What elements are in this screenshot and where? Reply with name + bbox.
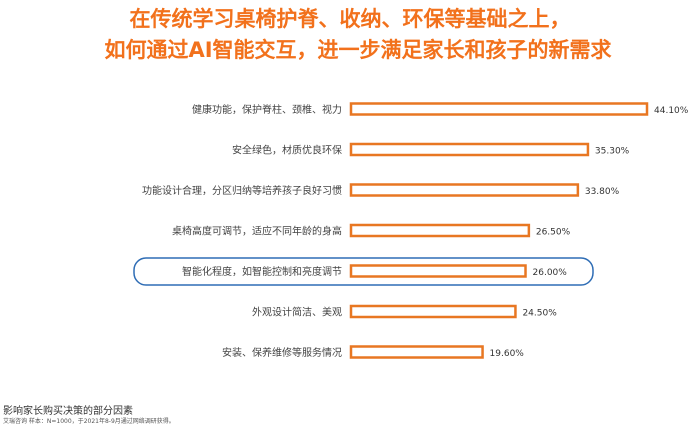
- chart-title-line-1: 在传统学习桌椅护脊、收纳、环保等基础之上，: [129, 7, 571, 31]
- bar-chart: 健康功能，保护脊柱、颈椎、视力 44.10% 安全绿色，材质优良环保 35.30% 功能…: [133, 102, 689, 359]
- bar: [349, 183, 580, 197]
- source-note: 艾瑞咨询 样本：N=1000，于2021年8-9月通过网络调研获得。: [3, 418, 175, 425]
- data-label: 26.50%: [536, 228, 571, 238]
- data-label: 33.80%: [585, 187, 620, 197]
- category-label: 智能化程度，如智能控制和亮度调节: [182, 265, 342, 278]
- highlight-box: [133, 257, 594, 286]
- bar: [349, 264, 527, 278]
- category-label: 桌椅高度可调节，适应不同年龄的身高: [172, 225, 342, 238]
- bar: [349, 102, 649, 116]
- category-label: 健康功能，保护脊柱、颈椎、视力: [192, 103, 342, 116]
- bar: [349, 223, 531, 238]
- chart-caption: 影响家长购买决策的部分因素: [3, 406, 133, 417]
- category-label: 外观设计简洁、美观: [252, 306, 342, 319]
- data-label: 26.00%: [533, 268, 568, 278]
- data-label: 24.50%: [522, 309, 557, 319]
- bar: [349, 345, 484, 359]
- category-label: 功能设计合理，分区归纳等培养孩子良好习惯: [142, 184, 342, 197]
- category-label: 安装、保养维修等服务情况: [222, 346, 342, 359]
- data-label: 44.10%: [654, 106, 689, 116]
- data-label: 19.60%: [490, 349, 525, 359]
- data-label: 35.30%: [595, 147, 630, 157]
- category-label: 安全绿色，材质优良环保: [232, 144, 342, 157]
- bar: [349, 142, 590, 157]
- bar: [349, 304, 517, 319]
- chart-title-line-2: 如何通过AI智能交互，进一步满足家长和孩子的新需求: [104, 38, 612, 62]
